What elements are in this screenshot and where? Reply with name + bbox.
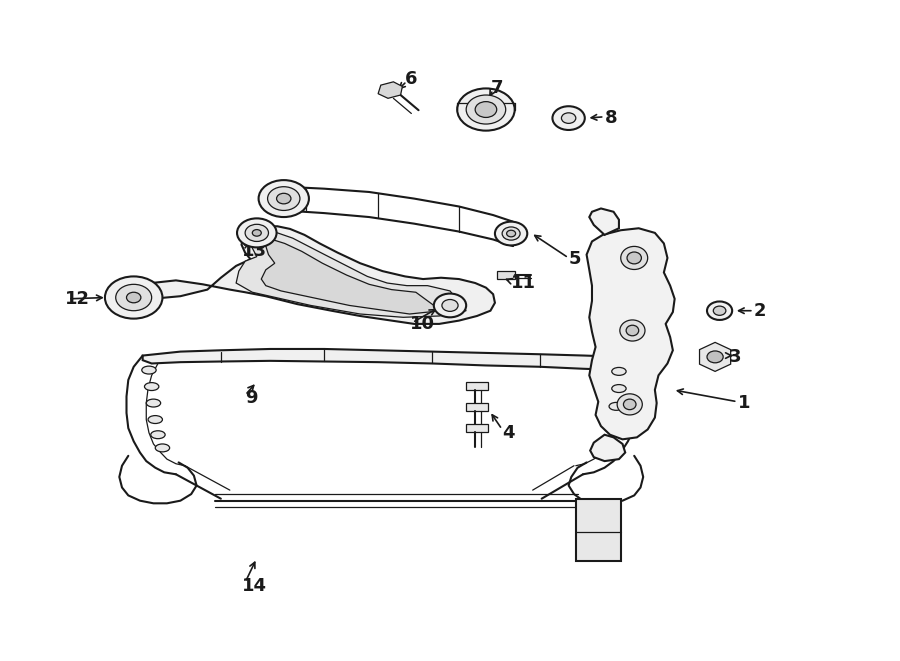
Ellipse shape (617, 394, 643, 415)
Ellipse shape (626, 325, 639, 336)
Ellipse shape (145, 383, 159, 391)
Polygon shape (378, 82, 402, 98)
Circle shape (127, 292, 141, 303)
Circle shape (252, 229, 261, 236)
Polygon shape (261, 239, 441, 314)
Text: 6: 6 (405, 69, 418, 87)
Ellipse shape (609, 403, 624, 410)
Ellipse shape (142, 366, 157, 374)
Circle shape (258, 180, 309, 217)
Polygon shape (587, 228, 675, 440)
Polygon shape (466, 403, 488, 411)
Ellipse shape (620, 320, 645, 341)
Circle shape (714, 306, 726, 315)
Ellipse shape (624, 399, 636, 410)
Circle shape (105, 276, 162, 319)
Circle shape (507, 230, 516, 237)
Polygon shape (134, 226, 495, 324)
Text: 5: 5 (569, 251, 581, 268)
Ellipse shape (612, 368, 626, 375)
Text: 10: 10 (410, 315, 435, 333)
Polygon shape (699, 342, 731, 371)
Polygon shape (466, 382, 488, 390)
Ellipse shape (612, 385, 626, 393)
Circle shape (457, 89, 515, 131)
Text: 8: 8 (605, 109, 617, 127)
Circle shape (553, 106, 585, 130)
Text: 2: 2 (753, 301, 766, 320)
Circle shape (707, 301, 733, 320)
Circle shape (562, 113, 576, 124)
Ellipse shape (156, 444, 169, 452)
Circle shape (237, 218, 276, 247)
Circle shape (267, 186, 300, 210)
Polygon shape (143, 349, 625, 370)
Text: 7: 7 (491, 79, 503, 97)
Circle shape (502, 227, 520, 240)
Circle shape (116, 284, 152, 311)
Polygon shape (466, 424, 488, 432)
Polygon shape (497, 271, 515, 279)
Polygon shape (576, 498, 621, 561)
Circle shape (276, 193, 291, 204)
Ellipse shape (148, 416, 162, 424)
Circle shape (442, 299, 458, 311)
Text: 4: 4 (502, 424, 515, 442)
Ellipse shape (621, 247, 648, 270)
Circle shape (434, 293, 466, 317)
Ellipse shape (147, 399, 160, 407)
Text: 1: 1 (738, 394, 750, 412)
Polygon shape (590, 208, 619, 235)
Circle shape (495, 221, 527, 245)
Text: 13: 13 (241, 243, 266, 260)
Circle shape (707, 351, 724, 363)
Polygon shape (590, 435, 625, 461)
Polygon shape (236, 233, 466, 317)
Circle shape (245, 224, 268, 241)
Text: 12: 12 (66, 290, 90, 308)
Ellipse shape (151, 431, 165, 439)
Text: 3: 3 (729, 348, 741, 366)
Text: 11: 11 (511, 274, 536, 292)
Text: 9: 9 (245, 389, 257, 407)
Circle shape (466, 95, 506, 124)
Ellipse shape (627, 252, 642, 264)
Text: 14: 14 (241, 578, 266, 596)
Circle shape (475, 102, 497, 118)
